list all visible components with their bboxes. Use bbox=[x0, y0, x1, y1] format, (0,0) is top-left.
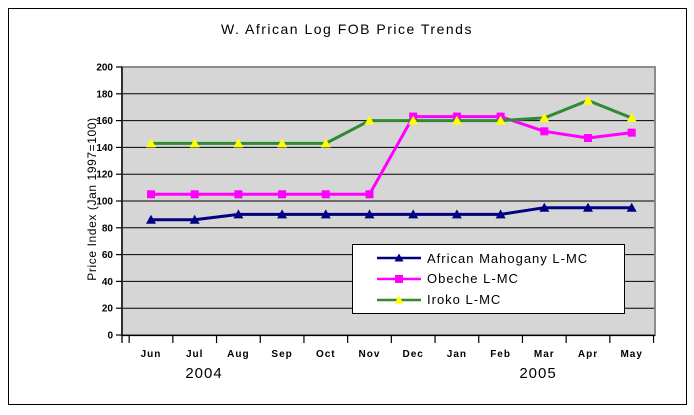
x-tick-label: Jun bbox=[141, 349, 162, 360]
legend-entry-3: Iroko L-MC bbox=[377, 290, 624, 310]
series-african-mahogany-l-mc-marker bbox=[626, 202, 637, 212]
series-obeche-l-mc-marker bbox=[147, 190, 155, 199]
series-iroko-l-mc-marker bbox=[539, 112, 550, 122]
x-tick-label: Jul bbox=[186, 349, 203, 360]
x-tick-label: Nov bbox=[359, 349, 381, 360]
triangle-marker-icon bbox=[394, 295, 404, 304]
series-obeche-l-mc-marker bbox=[234, 190, 243, 199]
series-african-mahogany-l-mc-marker bbox=[320, 209, 331, 219]
legend-line-sample bbox=[377, 295, 421, 304]
series-line-obeche-l-mc bbox=[151, 115, 632, 196]
series-obeche-l-mc-marker bbox=[190, 190, 199, 199]
legend-label: Iroko L-MC bbox=[427, 292, 502, 308]
series-african-mahogany-l-mc-marker bbox=[495, 209, 506, 219]
series-obeche-l-mc-marker bbox=[365, 190, 374, 199]
series-obeche-l-mc-marker bbox=[540, 127, 549, 136]
square-marker-icon bbox=[395, 274, 403, 283]
series-obeche-l-mc-marker bbox=[321, 190, 330, 199]
series-african-mahogany-l-mc-marker bbox=[539, 202, 550, 212]
series-iroko-l-mc-marker bbox=[233, 138, 244, 148]
y-tick-label: 20 bbox=[102, 304, 114, 315]
x-tick-label: Apr bbox=[578, 349, 598, 360]
series-african-mahogany-l-mc-marker bbox=[364, 209, 375, 219]
x-tick-label: Jan bbox=[447, 349, 467, 360]
series-african-mahogany-l-mc-marker bbox=[146, 214, 156, 224]
series-iroko-l-mc-marker bbox=[189, 138, 200, 148]
series-iroko-l-mc-marker bbox=[277, 138, 288, 148]
series-iroko-l-mc-marker bbox=[364, 115, 375, 125]
series-line-african-mahogany-l-mc bbox=[151, 206, 632, 222]
y-tick-label: 100 bbox=[96, 197, 113, 208]
series-african-mahogany-l-mc-marker bbox=[451, 209, 462, 219]
x-tick-label: May bbox=[620, 349, 642, 360]
series-obeche-l-mc-marker bbox=[627, 128, 636, 137]
y-tick-label: 0 bbox=[107, 331, 113, 342]
chart-title: W. African Log FOB Price Trends bbox=[221, 21, 473, 37]
triangle-marker-icon bbox=[394, 253, 404, 262]
series-obeche-l-mc-marker bbox=[278, 190, 287, 199]
legend-line-sample bbox=[377, 253, 421, 262]
y-tick-label: 160 bbox=[96, 116, 113, 127]
series-african-mahogany-l-mc-marker bbox=[583, 202, 593, 212]
series-obeche-l-mc-marker bbox=[584, 134, 592, 143]
series-african-mahogany-l-mc-marker bbox=[408, 209, 419, 219]
x-tick-label: Feb bbox=[490, 349, 511, 360]
y-tick-label: 80 bbox=[102, 223, 114, 234]
series-iroko-l-mc-marker bbox=[408, 115, 419, 125]
year-label-2005: 2005 bbox=[519, 365, 557, 382]
x-tick-label: Oct bbox=[316, 349, 336, 360]
legend-label: African Mahogany L-MC bbox=[427, 250, 589, 266]
legend-label: Obeche L-MC bbox=[427, 271, 519, 287]
x-tick-label: Mar bbox=[534, 349, 555, 360]
series-iroko-l-mc-marker bbox=[495, 115, 506, 125]
legend: African Mahogany L-MC Obeche L-MC Iroko L-… bbox=[352, 244, 625, 314]
series-iroko-l-mc-marker bbox=[320, 138, 331, 148]
y-tick-label: 60 bbox=[102, 250, 114, 261]
series-african-mahogany-l-mc-marker bbox=[189, 214, 200, 224]
legend-entry-1: African Mahogany L-MC bbox=[377, 248, 624, 268]
series-iroko-l-mc-marker bbox=[626, 112, 637, 122]
y-tick-label: 140 bbox=[96, 143, 113, 154]
x-tick-label: Aug bbox=[227, 349, 249, 360]
series-iroko-l-mc-marker bbox=[583, 95, 593, 105]
y-tick-label: 180 bbox=[96, 89, 113, 100]
year-label-2004: 2004 bbox=[185, 365, 223, 382]
legend-entry-2: Obeche L-MC bbox=[377, 269, 624, 289]
series-line-iroko-l-mc bbox=[151, 99, 633, 145]
series-african-mahogany-l-mc-marker bbox=[277, 209, 288, 219]
series-iroko-l-mc-marker bbox=[146, 138, 156, 148]
series-iroko-l-mc-marker bbox=[451, 115, 462, 125]
x-tick-label: Sep bbox=[271, 349, 292, 360]
y-tick-label: 40 bbox=[102, 277, 114, 288]
y-tick-label: 200 bbox=[96, 63, 113, 74]
y-tick-label: 120 bbox=[96, 170, 113, 181]
legend-line-sample bbox=[377, 274, 421, 283]
x-tick-label: Dec bbox=[403, 349, 424, 360]
series-african-mahogany-l-mc-marker bbox=[233, 209, 244, 219]
